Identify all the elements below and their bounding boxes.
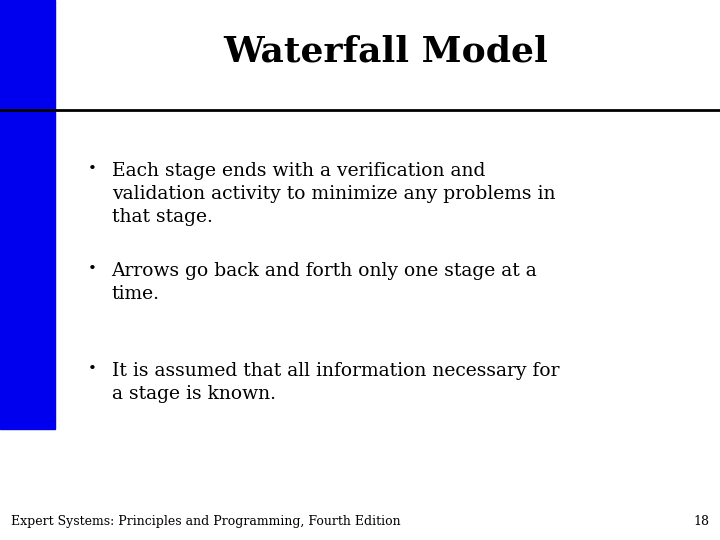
Bar [0, 0, 55, 429]
Text: •: • [88, 162, 96, 176]
Text: Expert Systems: Principles and Programming, Fourth Edition: Expert Systems: Principles and Programmi… [11, 515, 400, 528]
Text: It is assumed that all information necessary for
a stage is known.: It is assumed that all information neces… [112, 362, 559, 403]
Text: •: • [88, 262, 96, 276]
Text: •: • [88, 362, 96, 376]
Text: Arrows go back and forth only one stage at a
time.: Arrows go back and forth only one stage … [112, 262, 537, 303]
Text: 18: 18 [693, 515, 709, 528]
Text: Each stage ends with a verification and
validation activity to minimize any prob: Each stage ends with a verification and … [112, 162, 555, 226]
Text: Waterfall Model: Waterfall Model [222, 35, 548, 68]
